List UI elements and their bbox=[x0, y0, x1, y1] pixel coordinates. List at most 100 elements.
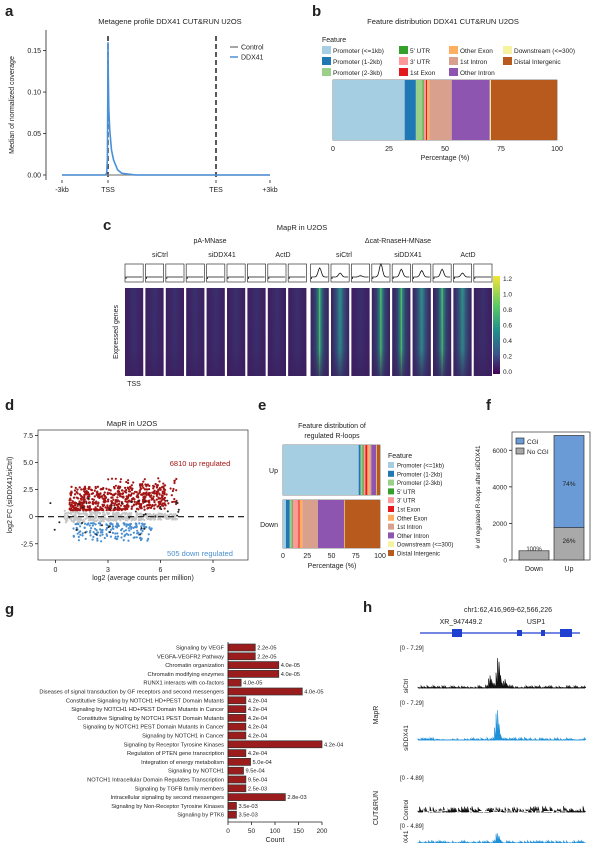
panel-d-point-up bbox=[132, 481, 134, 483]
panel-d-point-down bbox=[76, 527, 78, 529]
panel-d-point-ns bbox=[96, 514, 98, 516]
panel-b-legend-swatch bbox=[399, 46, 408, 54]
panel-d-point-up bbox=[153, 492, 155, 494]
panel-e-legend-item: Promoter (2-3kb) bbox=[397, 481, 442, 487]
panel-letter-h: h bbox=[363, 599, 372, 616]
panel-c-profile-box bbox=[433, 264, 451, 282]
panel-d-point-up bbox=[160, 489, 162, 491]
panel-d-point-up bbox=[99, 493, 101, 495]
panel-e-legend-swatch bbox=[388, 488, 394, 494]
panel-d-point-up bbox=[101, 509, 103, 511]
panel-b-legend-item: 1st Exon bbox=[410, 70, 436, 77]
panel-d-point-ns bbox=[118, 513, 120, 515]
panel-g-data-label: 4.2e-04 bbox=[248, 707, 267, 713]
panel-g-data-label: 2.8e-03 bbox=[287, 795, 306, 801]
panel-letter-a: a bbox=[5, 3, 14, 20]
panel-c-profile-box bbox=[166, 264, 184, 282]
panel-b-legend-item: Other Exon bbox=[460, 48, 493, 55]
panel-h-exon bbox=[517, 630, 522, 636]
panel-d-point-down bbox=[112, 532, 114, 534]
panel-c-heatmap-shade bbox=[227, 288, 245, 376]
panel-d-point-ns bbox=[128, 512, 130, 514]
panel-d-point-up bbox=[115, 485, 117, 487]
panel-d-point-down bbox=[92, 536, 94, 538]
panel-d-point-up bbox=[112, 494, 114, 496]
panel-d-point-ns bbox=[115, 512, 117, 514]
panel-e-legend-swatch bbox=[388, 550, 394, 556]
panel-g-bar bbox=[228, 741, 322, 748]
panel-g-category-label: Signaling by NOTCH1 PEST Domain Mutants … bbox=[83, 725, 224, 731]
panel-d-point-up bbox=[134, 501, 136, 503]
panel-d-point-up bbox=[144, 478, 146, 480]
panel-d-point-ns bbox=[103, 520, 105, 522]
panel-d-point-up bbox=[131, 498, 133, 500]
panel-d-point-down bbox=[123, 539, 125, 541]
panel-g-data-label: 9.5e-04 bbox=[246, 769, 265, 775]
panel-a-title: Metagene profile DDX41 CUT&RUN U2OS bbox=[98, 17, 241, 26]
panel-d-point-up bbox=[128, 490, 130, 492]
panel-c-profile-box bbox=[268, 264, 286, 282]
panel-d-x-label: log2 (average counts per million) bbox=[92, 575, 194, 582]
panel-d-point-ns bbox=[141, 514, 143, 516]
panel-c-heatmap-shade bbox=[125, 288, 143, 376]
panel-e-legend-item: 5' UTR bbox=[397, 490, 416, 496]
panel-d-point-down bbox=[116, 532, 118, 534]
panel-d-point-up bbox=[173, 480, 175, 482]
panel-d-point-outlier bbox=[139, 534, 141, 536]
panel-e-legend-item: Other Exon bbox=[397, 516, 427, 522]
panel-d-point-outlier bbox=[82, 506, 84, 508]
panel-h-track-range: [0 - 7.29] bbox=[400, 646, 424, 652]
panel-g-category-label: Constitutive Signaling by NOTCH1 PEST Do… bbox=[77, 716, 224, 722]
panel-d-point-outlier bbox=[135, 511, 137, 513]
panel-d-point-up bbox=[126, 504, 128, 506]
panel-h-gene-right: USP1 bbox=[527, 619, 545, 626]
panel-d-point-up bbox=[148, 504, 150, 506]
panel-g-category-label: NOTCH1 Intracellular Domain Regulates Tr… bbox=[87, 778, 224, 784]
panel-d-point-up bbox=[74, 493, 76, 495]
panel-h-watermark: 知乎 @今天学到知识了吗 bbox=[422, 809, 569, 824]
panel-c-profile-box bbox=[186, 264, 204, 282]
panel-g-category-label: RUNX1 interacts with co-factors bbox=[143, 681, 224, 687]
panel-d-point-down bbox=[105, 523, 107, 525]
panel-d-point-down bbox=[116, 525, 118, 527]
panel-e-legend-item: Distal Intergenic bbox=[397, 552, 440, 558]
panel-d-point-down bbox=[123, 535, 125, 537]
panel-d-point-down bbox=[130, 534, 132, 536]
panel-d-point-ns bbox=[138, 519, 140, 521]
panel-c-condition-label: ActD bbox=[275, 252, 290, 259]
panel-d-point-up bbox=[96, 490, 98, 492]
panel-c-heatmap-shade bbox=[413, 288, 431, 376]
panel-d-point-down bbox=[79, 530, 81, 532]
panel-d-point-down bbox=[77, 533, 79, 535]
panel-d-point-up bbox=[164, 500, 166, 502]
panel-d-point-down bbox=[94, 528, 96, 530]
panel-d-point-outlier bbox=[84, 532, 86, 534]
panel-d-point-ns bbox=[85, 517, 87, 519]
panel-d-point-down bbox=[82, 534, 84, 536]
panel-e-segment bbox=[283, 500, 286, 548]
panel-letter-c: c bbox=[103, 217, 111, 234]
panel-d-point-down bbox=[106, 535, 108, 537]
panel-d-point-down bbox=[129, 526, 131, 528]
panel-d-point-outlier bbox=[101, 524, 103, 526]
panel-d-point-up bbox=[120, 504, 122, 506]
panel-e-legend-swatch bbox=[388, 471, 394, 477]
panel-d-point-up bbox=[131, 508, 133, 510]
panel-d-x-tick-label: 9 bbox=[211, 567, 215, 574]
panel-e-x-tick-label: 75 bbox=[352, 553, 360, 560]
panel-d-point-up bbox=[142, 492, 144, 494]
panel-d-point-ns bbox=[71, 520, 73, 522]
panel-d-point-up bbox=[108, 489, 110, 491]
panel-d-point-down bbox=[101, 534, 103, 536]
panel-c-color-scale bbox=[493, 276, 500, 374]
panel-e-legend-swatch bbox=[388, 506, 394, 512]
panel-d-point-down bbox=[79, 525, 81, 527]
panel-d-point-up bbox=[151, 498, 153, 500]
panel-g-category-label: Signaling by VEGF bbox=[176, 646, 225, 652]
panel-d-point-up bbox=[79, 486, 81, 488]
panel-c-scale-label: 1.2 bbox=[503, 276, 512, 283]
panel-d-point-outlier bbox=[121, 502, 123, 504]
panel-d-point-up bbox=[70, 494, 72, 496]
panel-b-legend-swatch bbox=[503, 46, 512, 54]
panel-g-data-label: 3.5e-03 bbox=[238, 813, 257, 819]
